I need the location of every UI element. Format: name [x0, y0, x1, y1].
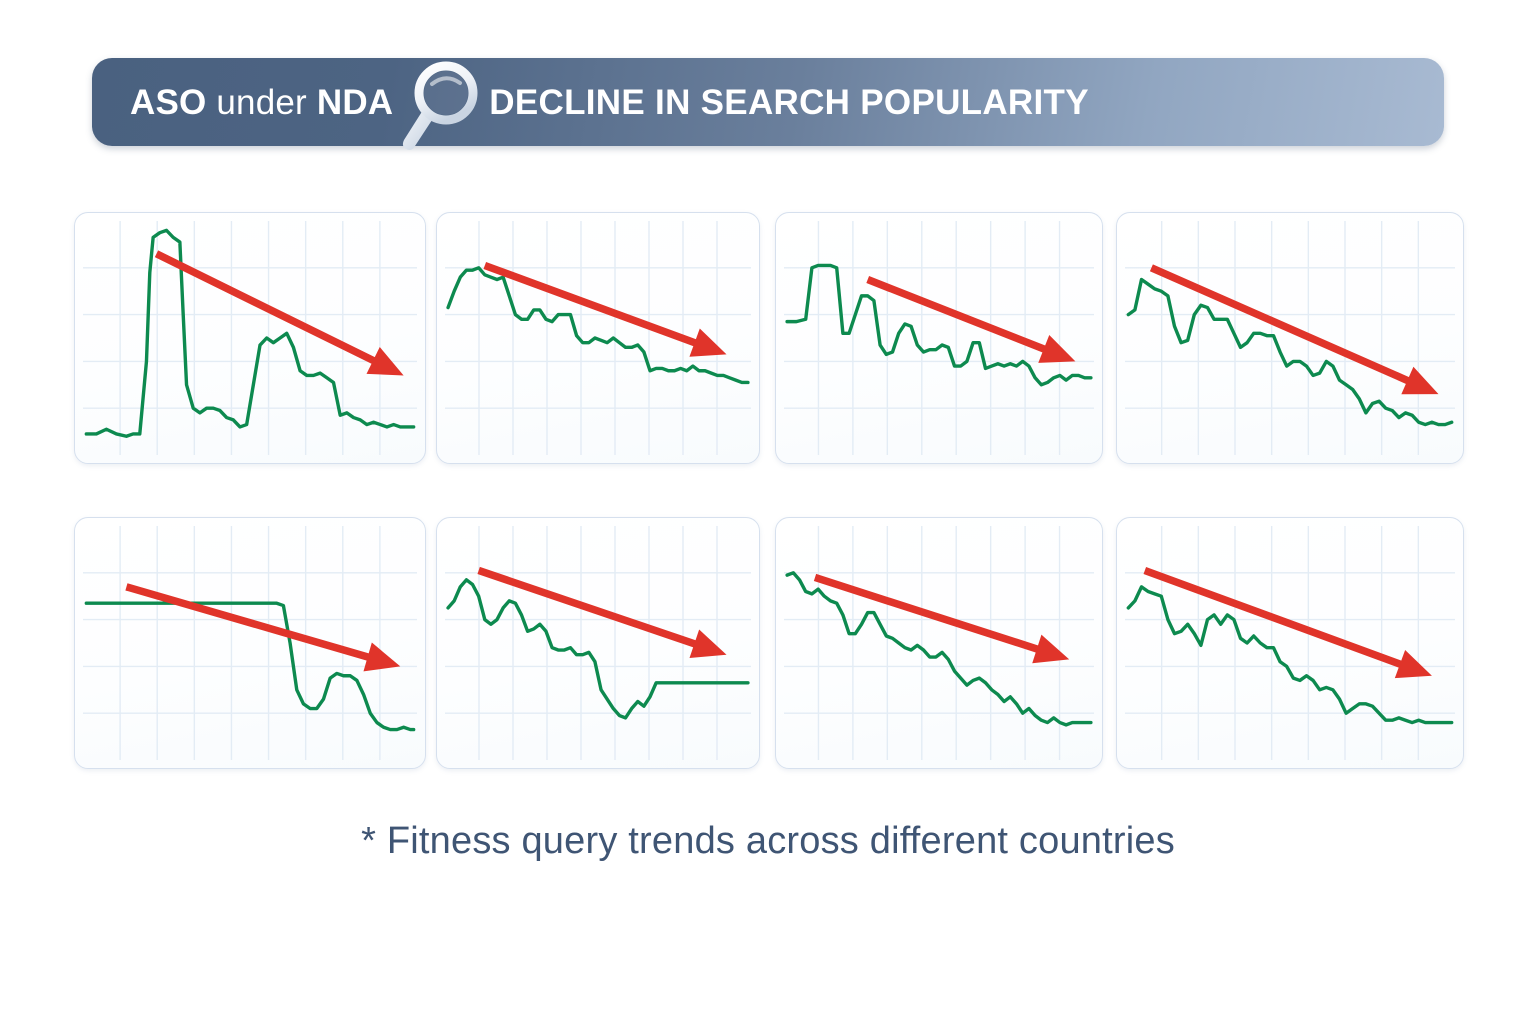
arrow-shaft [866, 276, 1051, 355]
chart-panel-4 [1116, 212, 1464, 464]
arrow-shaft [125, 583, 375, 663]
series-line [785, 263, 1093, 387]
chart-svg-3 [784, 221, 1094, 455]
grid-lines [784, 221, 1094, 455]
chart-svg-2 [445, 221, 751, 455]
chart-svg-7 [784, 526, 1094, 760]
chart-panel-2 [436, 212, 760, 464]
chart-svg-6 [445, 526, 751, 760]
magnifier-icon [401, 58, 479, 150]
arrow-head [689, 629, 727, 658]
chart-svg-5 [83, 526, 417, 760]
chart-panel-7 [775, 517, 1103, 769]
chart-panel-1 [74, 212, 426, 464]
grid-lines [83, 526, 417, 760]
arrow-shaft [813, 573, 1044, 655]
grid-lines [83, 221, 417, 455]
arrow-head [1394, 649, 1432, 679]
arrow-head [689, 328, 727, 357]
grid-lines [1125, 526, 1455, 760]
arrow-head [1038, 334, 1076, 363]
brand-nda: NDA [316, 82, 394, 122]
arrow-shaft [154, 250, 381, 367]
series-line [446, 266, 750, 385]
grid-lines [445, 526, 751, 760]
grid-lines [445, 221, 751, 455]
series-line [1126, 277, 1454, 427]
chart-panel-3 [775, 212, 1103, 464]
arrow-shaft [483, 261, 702, 349]
brand-aso: ASO [130, 82, 207, 122]
grid-lines [1125, 221, 1455, 455]
caption-text: * Fitness query trends across different … [361, 820, 1175, 862]
series-line [785, 571, 1093, 727]
arrow-shaft [1143, 566, 1407, 670]
chart-panel-6 [436, 517, 760, 769]
series-line [446, 578, 750, 720]
arrow-shaft [477, 566, 702, 650]
chart-panel-8 [1116, 517, 1464, 769]
arrow-head [363, 642, 401, 672]
arrow-head [366, 346, 404, 376]
header-banner: ASO under NDA DE [92, 58, 1444, 150]
page-title: DECLINE IN SEARCH POPULARITY [489, 82, 1089, 122]
chart-panel-grid [70, 212, 1470, 772]
series-line [84, 228, 416, 438]
chart-panel-5 [74, 517, 426, 769]
brand-under: under [216, 82, 307, 122]
arrow-head [1032, 634, 1070, 664]
arrow-shaft [1149, 264, 1415, 387]
brand-label: ASO under NDA [130, 85, 393, 120]
chart-svg-1 [83, 221, 417, 455]
arrow-head [1401, 366, 1439, 395]
series-line [1126, 585, 1454, 725]
chart-svg-8 [1125, 526, 1455, 760]
chart-svg-4 [1125, 221, 1455, 455]
grid-lines [784, 526, 1094, 760]
